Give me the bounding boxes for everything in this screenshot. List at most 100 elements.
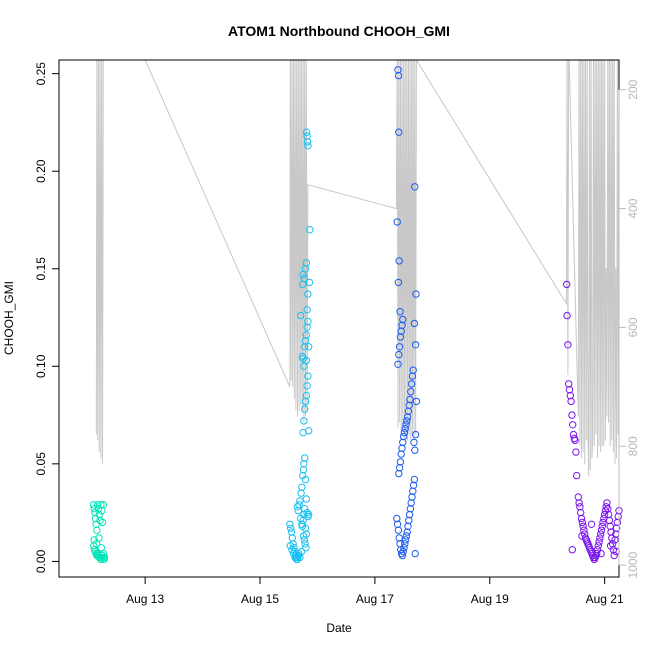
x-tick-label: Aug 13 [126, 592, 164, 606]
data-point [303, 382, 311, 390]
data-point [302, 356, 310, 365]
data-point [89, 501, 98, 509]
data-point [94, 501, 102, 509]
data-point [599, 518, 607, 527]
data-point [411, 430, 420, 439]
data-point [394, 360, 402, 368]
data-point [288, 534, 296, 542]
y2-tick-label: 600 [626, 317, 640, 337]
data-point [396, 458, 405, 466]
data-point [303, 128, 311, 136]
data-point [95, 534, 103, 542]
data-point [395, 534, 403, 542]
data-point [394, 71, 403, 80]
data-point [399, 315, 407, 324]
data-point [412, 290, 420, 298]
data-point [398, 551, 407, 560]
data-point [598, 522, 606, 530]
data-point [571, 436, 579, 445]
data-point [305, 427, 313, 435]
data-point [303, 132, 311, 140]
altitude-trace-layer [95, 60, 619, 477]
data-point [300, 460, 308, 468]
data-point [301, 337, 310, 345]
data-point [563, 311, 571, 320]
data-point [301, 475, 310, 484]
data-point [286, 542, 294, 550]
data-point [576, 503, 584, 511]
data-point [612, 524, 621, 532]
data-point [614, 512, 622, 521]
y-axis-label: CHOOH_GMI [2, 281, 16, 355]
data-point [287, 528, 296, 536]
data-point [297, 547, 306, 556]
data-point [595, 538, 603, 546]
y2-tick-label: 200 [626, 79, 640, 99]
x-tick-label: Aug 19 [471, 592, 509, 606]
plot-frame [58, 59, 620, 578]
data-point [577, 514, 586, 523]
data-point [302, 391, 310, 400]
data-point [395, 128, 403, 136]
data-point [402, 421, 410, 429]
data-point [403, 413, 412, 421]
data-point [566, 391, 574, 400]
data-point [563, 280, 571, 289]
data-point [564, 341, 572, 349]
data-point [99, 501, 108, 509]
data-point [597, 530, 605, 538]
data-point [569, 421, 577, 429]
data-points-layer [89, 66, 623, 564]
data-point [96, 516, 104, 525]
data-point [402, 532, 411, 540]
data-point [301, 454, 309, 462]
data-point [403, 528, 411, 536]
data-point [578, 532, 586, 540]
data-point [407, 388, 415, 396]
data-point [411, 446, 419, 454]
data-point [600, 510, 609, 519]
data-point [395, 257, 403, 265]
data-point [301, 505, 309, 513]
data-point [304, 142, 312, 150]
data-point [299, 532, 308, 540]
data-point [573, 471, 581, 480]
y-tick-label: 0.25 [34, 62, 48, 86]
data-point [298, 520, 306, 528]
y-tick-label: 0.10 [34, 354, 48, 378]
data-point [394, 278, 403, 287]
data-point [603, 499, 611, 507]
data-point [393, 514, 401, 523]
data-point [410, 319, 419, 328]
data-point [297, 311, 305, 320]
data-point [597, 549, 605, 558]
data-point [100, 553, 109, 562]
data-point [300, 274, 308, 283]
data-point [100, 549, 108, 558]
data-point [403, 417, 411, 425]
data-point [393, 218, 401, 226]
data-point [95, 510, 104, 519]
data-point [287, 524, 295, 532]
data-point [302, 544, 310, 552]
data-point [298, 483, 306, 491]
data-point [578, 518, 586, 527]
x-tick-label: Aug 17 [356, 592, 394, 606]
data-point [409, 481, 418, 489]
data-point [289, 549, 298, 558]
data-point [295, 501, 303, 509]
data-point [400, 544, 408, 552]
data-point [410, 475, 419, 484]
data-point [300, 536, 308, 544]
data-point [398, 321, 406, 329]
data-point [568, 411, 576, 419]
data-point [304, 317, 312, 326]
y-tick-label: 0.05 [34, 452, 48, 476]
data-point [98, 518, 107, 527]
data-point [296, 497, 304, 505]
data-point [574, 493, 582, 501]
y-tick-label: 0.00 [34, 549, 48, 573]
data-point [568, 546, 576, 554]
data-point [303, 306, 311, 314]
data-point [286, 520, 294, 528]
